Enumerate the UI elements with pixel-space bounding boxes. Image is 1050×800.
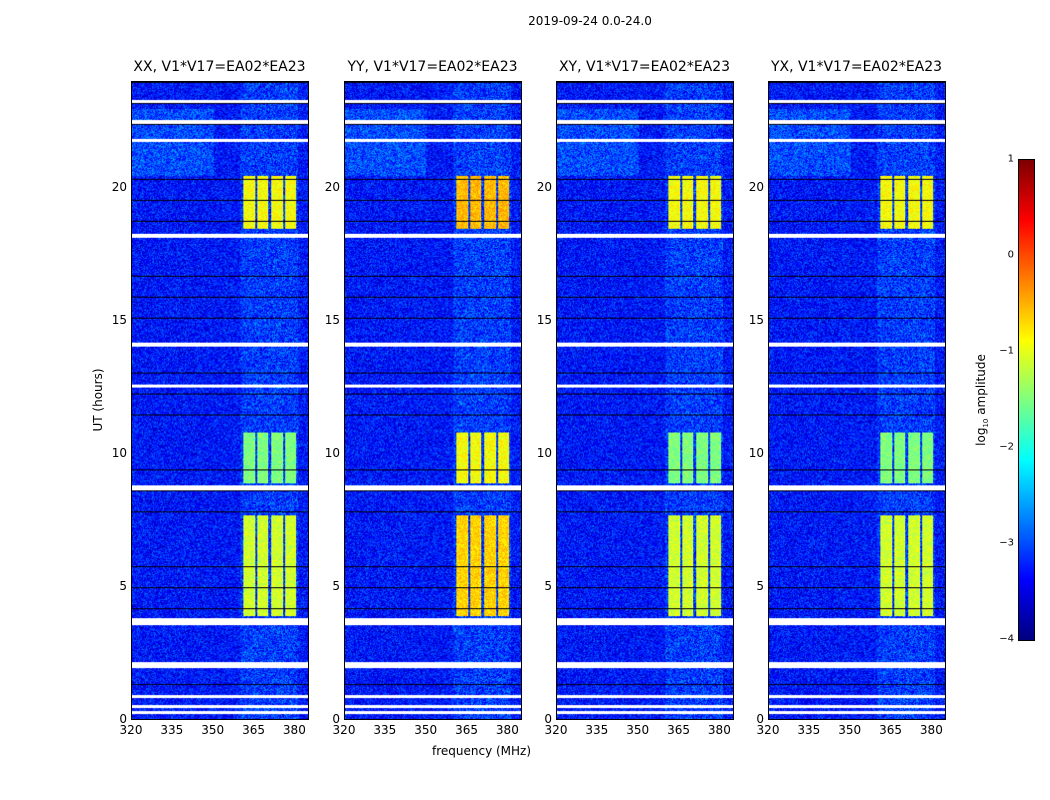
- panel-title: XY, V1*V17=EA02*EA23: [558, 59, 731, 75]
- x-tick-label: 320: [119, 723, 143, 737]
- x-tick-label: 320: [544, 723, 568, 737]
- panel-title: YY, V1*V17=EA02*EA23: [347, 59, 518, 75]
- x-tick-label: 350: [838, 723, 862, 737]
- y-tick-label: 10: [111, 446, 127, 461]
- y-tick-label: 15: [324, 313, 340, 328]
- panel-title: YX, V1*V17=EA02*EA23: [770, 59, 943, 75]
- y-tick-label: 20: [111, 180, 127, 195]
- y-tick-label: 5: [332, 579, 340, 594]
- colorbar-tick-label: 1: [1007, 153, 1014, 165]
- y-tick-label: 10: [324, 446, 340, 461]
- colorbar-tick-label: −1: [999, 345, 1014, 357]
- y-tick-label: 10: [536, 446, 552, 461]
- y-tick-label: 10: [748, 446, 764, 461]
- colorbar-tick-label: −3: [999, 537, 1014, 549]
- x-tick-label: 365: [242, 723, 265, 737]
- colorbar-tick-label: 0: [1007, 249, 1014, 261]
- x-tick-label: 365: [455, 723, 478, 737]
- x-axis-label: frequency (MHz): [432, 744, 532, 758]
- panel-title: XX, V1*V17=EA02*EA23: [133, 59, 306, 75]
- y-axis-label: UT (hours): [91, 368, 105, 432]
- y-tick-label: 20: [536, 180, 552, 195]
- x-tick-label: 380: [919, 723, 943, 737]
- x-tick-label: 335: [797, 723, 821, 737]
- spectrogram-panel: [556, 81, 734, 720]
- x-tick-label: 320: [332, 723, 356, 737]
- colorbar: [1018, 159, 1035, 641]
- colorbar-label: log10 amplitude: [973, 354, 991, 446]
- y-tick-label: 15: [748, 313, 764, 328]
- y-tick-label: 0: [544, 712, 552, 726]
- x-tick-label: 335: [160, 723, 184, 737]
- colorbar-tick-label: −2: [999, 441, 1014, 453]
- y-tick-label: 0: [332, 712, 340, 726]
- x-tick-label: 380: [282, 723, 306, 737]
- x-tick-label: 380: [495, 723, 519, 737]
- y-tick-label: 5: [119, 579, 127, 594]
- x-tick-label: 335: [373, 723, 397, 737]
- x-tick-label: 365: [667, 723, 690, 737]
- y-tick-label: 15: [536, 313, 552, 328]
- x-tick-label: 335: [585, 723, 609, 737]
- x-tick-label: 380: [707, 723, 731, 737]
- y-tick-label: 20: [324, 180, 340, 195]
- spectrogram-panel: [344, 81, 522, 720]
- x-tick-label: 365: [879, 723, 902, 737]
- y-tick-label: 5: [756, 579, 764, 594]
- spectrogram-panel: [768, 81, 946, 720]
- x-tick-label: 350: [626, 723, 650, 737]
- x-tick-label: 320: [756, 723, 780, 737]
- y-tick-label: 15: [111, 313, 127, 328]
- spectrogram-panel: [131, 81, 309, 720]
- x-tick-label: 350: [201, 723, 225, 737]
- figure-title: 2019-09-24 0.0-24.0: [528, 14, 652, 28]
- y-tick-label: 0: [756, 712, 764, 726]
- x-tick-label: 350: [414, 723, 438, 737]
- y-tick-label: 5: [544, 579, 552, 594]
- y-tick-label: 0: [119, 712, 127, 726]
- colorbar-tick-label: −4: [999, 633, 1014, 645]
- y-tick-label: 20: [748, 180, 764, 195]
